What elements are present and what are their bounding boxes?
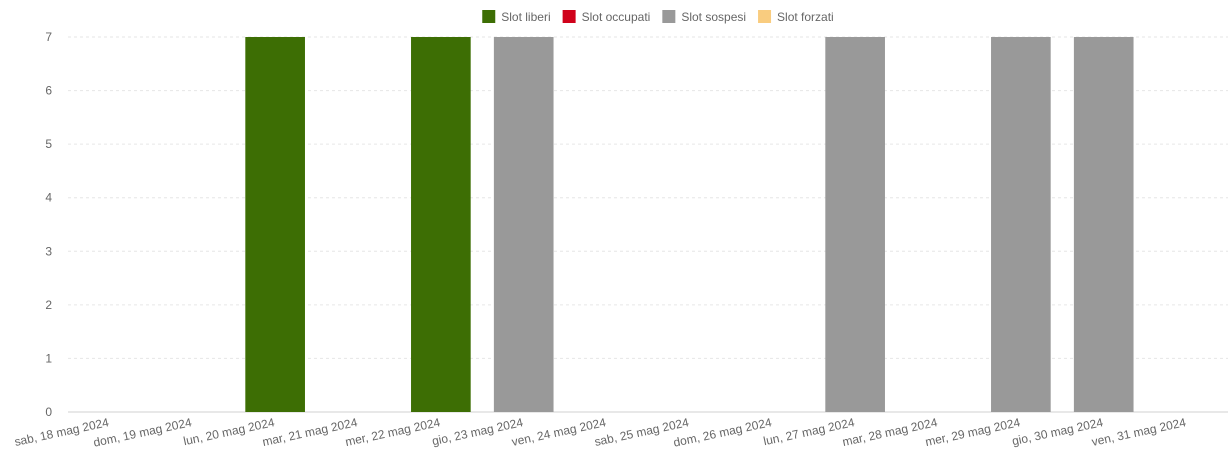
bar: [991, 37, 1051, 412]
bar: [1073, 37, 1134, 412]
bar: [245, 37, 305, 412]
x-tick-label: gio, 30 mag 2024: [1011, 415, 1105, 448]
legend-item: Slot occupati: [562, 10, 651, 24]
chart-gridlines: [68, 36, 1228, 413]
legend-swatch: [758, 10, 772, 23]
x-tick-label: mer, 29 mag 2024: [924, 415, 1022, 449]
y-tick-label: 7: [45, 30, 52, 44]
y-tick-label: 1: [45, 351, 52, 365]
legend-label: Slot liberi: [501, 10, 550, 24]
x-tick-label: mar, 28 mag 2024: [841, 415, 939, 449]
legend-item: Slot forzati: [758, 10, 834, 24]
x-tick-label: mar, 21 mag 2024: [261, 415, 359, 449]
x-tick-label: ven, 24 mag 2024: [510, 415, 607, 449]
legend-swatch: [562, 10, 576, 23]
legend-label: Slot sospesi: [681, 10, 746, 24]
legend-swatch: [662, 10, 676, 23]
bar: [825, 37, 885, 412]
y-tick-label: 6: [45, 84, 52, 98]
legend-item: Slot liberi: [482, 10, 551, 24]
legend-item: Slot sospesi: [662, 10, 746, 24]
legend-swatch: [482, 10, 496, 23]
legend-label: Slot forzati: [777, 10, 834, 24]
x-tick-label: ven, 31 mag 2024: [1090, 415, 1187, 449]
chart-legend: Slot liberi Slot occupati Slot sospesi Slot…: [482, 10, 834, 24]
bar: [493, 37, 554, 412]
bar: [411, 37, 471, 412]
chart-bars: [245, 37, 1134, 412]
x-tick-label: gio, 23 mag 2024: [431, 415, 525, 448]
legend-label: Slot occupati: [582, 10, 651, 24]
x-tick-label: mer, 22 mag 2024: [344, 415, 442, 449]
y-tick-label: 5: [45, 137, 52, 151]
y-tick-label: 0: [45, 405, 52, 419]
y-tick-label: 2: [45, 298, 52, 312]
y-tick-label: 3: [45, 244, 52, 258]
y-axis: 0 1 2 3 4 5 6 7: [45, 30, 52, 419]
y-tick-label: 4: [45, 191, 52, 205]
